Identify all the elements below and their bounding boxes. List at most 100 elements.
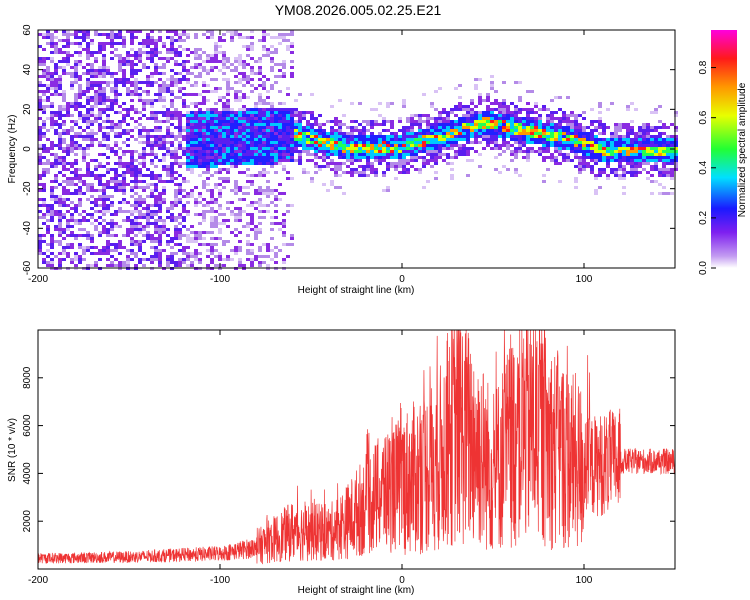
heatmap-cell xyxy=(158,159,162,162)
heatmap-cell xyxy=(622,135,626,138)
heatmap-cell xyxy=(662,138,666,141)
heatmap-cell xyxy=(134,243,138,246)
heatmap-cell xyxy=(154,198,158,201)
heatmap-cell xyxy=(134,216,138,219)
heatmap-cell xyxy=(566,144,570,147)
heatmap-cell xyxy=(42,123,46,126)
heatmap-cell xyxy=(62,237,66,240)
heatmap-cell xyxy=(514,129,518,132)
heatmap-cell xyxy=(126,228,130,231)
heatmap-cell xyxy=(138,162,142,165)
heatmap-cell xyxy=(170,255,174,258)
heatmap-cell xyxy=(326,120,330,123)
heatmap-cell xyxy=(550,153,554,156)
heatmap-cell xyxy=(454,153,458,156)
heatmap-cell xyxy=(38,144,42,147)
heatmap-cell xyxy=(74,42,78,45)
heatmap-cell xyxy=(114,54,118,57)
heatmap-cell xyxy=(134,171,138,174)
heatmap-cell xyxy=(442,126,446,129)
heatmap-cell xyxy=(230,156,234,159)
heatmap-cell xyxy=(126,63,130,66)
heatmap-cell xyxy=(474,87,478,90)
heatmap-cell xyxy=(322,156,326,159)
heatmap-cell xyxy=(386,168,390,171)
heatmap-cell xyxy=(206,210,210,213)
heatmap-cell xyxy=(614,144,618,147)
heatmap-cell xyxy=(190,165,194,168)
heatmap-cell xyxy=(178,72,182,75)
heatmap-cell xyxy=(514,108,518,111)
heatmap-cell xyxy=(158,234,162,237)
heatmap-cell xyxy=(262,243,266,246)
heatmap-cell xyxy=(102,204,106,207)
heatmap-cell xyxy=(486,141,490,144)
heatmap-cell xyxy=(74,210,78,213)
heatmap-cell xyxy=(346,144,350,147)
heatmap-cell xyxy=(342,144,346,147)
heatmap-cell xyxy=(138,213,142,216)
heatmap-cell xyxy=(382,174,386,177)
heatmap-cell xyxy=(218,222,222,225)
heatmap-cell xyxy=(250,48,254,51)
heatmap-cell xyxy=(86,36,90,39)
heatmap-cell xyxy=(146,129,150,132)
heatmap-cell xyxy=(578,147,582,150)
heatmap-cell xyxy=(74,72,78,75)
heatmap-cell xyxy=(178,33,182,36)
heatmap-cell xyxy=(210,207,214,210)
heatmap-cell xyxy=(146,219,150,222)
heatmap-cell xyxy=(614,141,618,144)
heatmap-cell xyxy=(150,84,154,87)
heatmap-cell xyxy=(66,246,70,249)
heatmap-cell xyxy=(206,114,210,117)
heatmap-cell xyxy=(570,126,574,129)
heatmap-cell xyxy=(126,255,130,258)
heatmap-cell xyxy=(198,126,202,129)
heatmap-cell xyxy=(526,117,530,120)
heatmap-cell xyxy=(178,114,182,117)
heatmap-cell xyxy=(586,141,590,144)
heatmap-cell xyxy=(486,108,490,111)
heatmap-cell xyxy=(326,150,330,153)
heatmap-cell xyxy=(234,153,238,156)
heatmap-cell xyxy=(146,99,150,102)
heatmap-cell xyxy=(266,126,270,129)
heatmap-cell xyxy=(546,144,550,147)
heatmap-cell xyxy=(162,66,166,69)
heatmap-cell xyxy=(494,120,498,123)
heatmap-cell xyxy=(110,36,114,39)
heatmap-cell xyxy=(146,42,150,45)
heatmap-cell xyxy=(246,123,250,126)
heatmap-cell xyxy=(226,129,230,132)
heatmap-cell xyxy=(98,249,102,252)
heatmap-cell xyxy=(210,231,214,234)
heatmap-cell xyxy=(362,153,366,156)
heatmap-cell xyxy=(166,120,170,123)
heatmap-cell xyxy=(218,147,222,150)
heatmap-cell xyxy=(114,48,118,51)
heatmap-cell xyxy=(198,138,202,141)
heatmap-cell xyxy=(230,69,234,72)
heatmap-cell xyxy=(214,159,218,162)
heatmap-cell xyxy=(274,123,278,126)
heatmap-cell xyxy=(82,117,86,120)
heatmap-cell xyxy=(134,207,138,210)
heatmap-cell xyxy=(306,159,310,162)
heatmap-cell xyxy=(638,138,642,141)
heatmap-cell xyxy=(210,156,214,159)
heatmap-cell xyxy=(546,156,550,159)
heatmap-cell xyxy=(518,81,522,84)
heatmap-cell xyxy=(130,189,134,192)
heatmap-cell xyxy=(270,249,274,252)
heatmap-cell xyxy=(426,141,430,144)
heatmap-cell xyxy=(466,159,470,162)
heatmap-cell xyxy=(182,129,186,132)
heatmap-cell xyxy=(110,87,114,90)
heatmap-cell xyxy=(66,219,70,222)
heatmap-cell xyxy=(110,30,114,33)
heatmap-cell xyxy=(122,186,126,189)
heatmap-cell xyxy=(646,144,650,147)
heatmap-cell xyxy=(642,138,646,141)
